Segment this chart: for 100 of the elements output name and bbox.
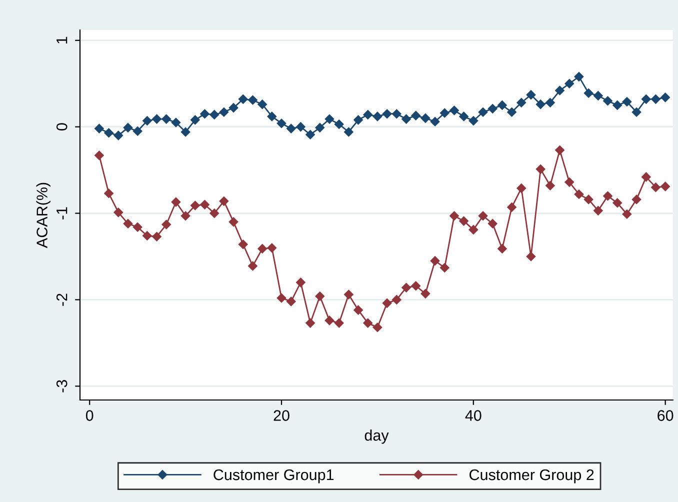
point [296, 122, 306, 132]
point [498, 100, 507, 110]
point [104, 188, 114, 198]
point [258, 244, 267, 254]
point [507, 108, 516, 117]
point [200, 200, 210, 210]
point [171, 197, 181, 207]
y-tick-label: 0 [56, 123, 68, 130]
point [555, 146, 564, 155]
point [642, 94, 651, 104]
point [210, 208, 219, 218]
legend-label: Customer Group 2 [470, 469, 594, 484]
point [622, 210, 632, 219]
point [392, 295, 402, 304]
point [315, 123, 325, 132]
point [306, 318, 315, 328]
point [152, 114, 162, 124]
point [180, 127, 190, 137]
point [498, 244, 507, 254]
point [276, 293, 286, 303]
point [238, 94, 248, 104]
y-axis-title: ACAR(%) [36, 182, 50, 248]
point [450, 106, 459, 116]
point [516, 98, 526, 108]
point [546, 180, 555, 190]
point [334, 318, 344, 328]
point [555, 86, 564, 96]
point [276, 118, 286, 128]
point [411, 110, 420, 120]
y-tick-label: -1 [56, 207, 68, 220]
point [372, 322, 382, 332]
point [603, 96, 612, 106]
point [632, 194, 642, 204]
point [574, 190, 584, 199]
point [315, 292, 325, 301]
point [584, 88, 594, 98]
point [564, 78, 574, 88]
point [258, 100, 267, 109]
point [171, 118, 181, 128]
point [536, 100, 546, 109]
point [516, 184, 526, 193]
point [344, 290, 354, 300]
point [660, 182, 670, 192]
point [267, 112, 277, 122]
point [114, 208, 124, 218]
y-tick-label: -3 [56, 380, 68, 392]
point [228, 217, 238, 227]
point [114, 130, 124, 140]
point [132, 126, 142, 136]
point [324, 316, 334, 326]
point [152, 232, 162, 242]
point [420, 114, 430, 123]
point [382, 298, 392, 308]
point [536, 164, 546, 174]
point [594, 91, 603, 100]
point [392, 109, 402, 118]
point [546, 98, 555, 108]
point [420, 289, 430, 298]
point [459, 112, 468, 122]
x-tick-label: 60 [658, 410, 674, 421]
point [267, 243, 277, 252]
x-tick-label: 40 [465, 410, 482, 421]
point [238, 240, 248, 250]
point [248, 95, 258, 105]
point [354, 115, 363, 125]
point [488, 219, 498, 228]
y-tick-label: -2 [56, 294, 68, 306]
point [632, 108, 642, 117]
point [642, 172, 651, 182]
point [382, 109, 392, 118]
point [440, 108, 450, 118]
point [440, 263, 450, 272]
point [132, 222, 142, 232]
point [123, 219, 133, 228]
legend-label: Customer Group1 [214, 469, 334, 484]
y-tick-label: 1 [56, 36, 68, 44]
point [190, 115, 200, 125]
point [104, 128, 114, 138]
point [584, 194, 594, 204]
point [334, 120, 344, 129]
point [430, 256, 440, 266]
point [526, 90, 536, 100]
point [612, 198, 622, 208]
x-tick-label: 0 [86, 410, 94, 421]
point [344, 127, 354, 137]
point [488, 104, 498, 114]
point [363, 110, 372, 120]
point [660, 92, 670, 102]
point [162, 220, 171, 230]
point [574, 72, 584, 82]
point [94, 150, 104, 160]
point [306, 130, 315, 140]
point [162, 114, 171, 124]
point [411, 281, 420, 291]
point [248, 261, 258, 271]
point [228, 103, 238, 112]
point [142, 231, 152, 240]
point [651, 182, 660, 192]
point [200, 109, 210, 118]
point [526, 252, 536, 262]
